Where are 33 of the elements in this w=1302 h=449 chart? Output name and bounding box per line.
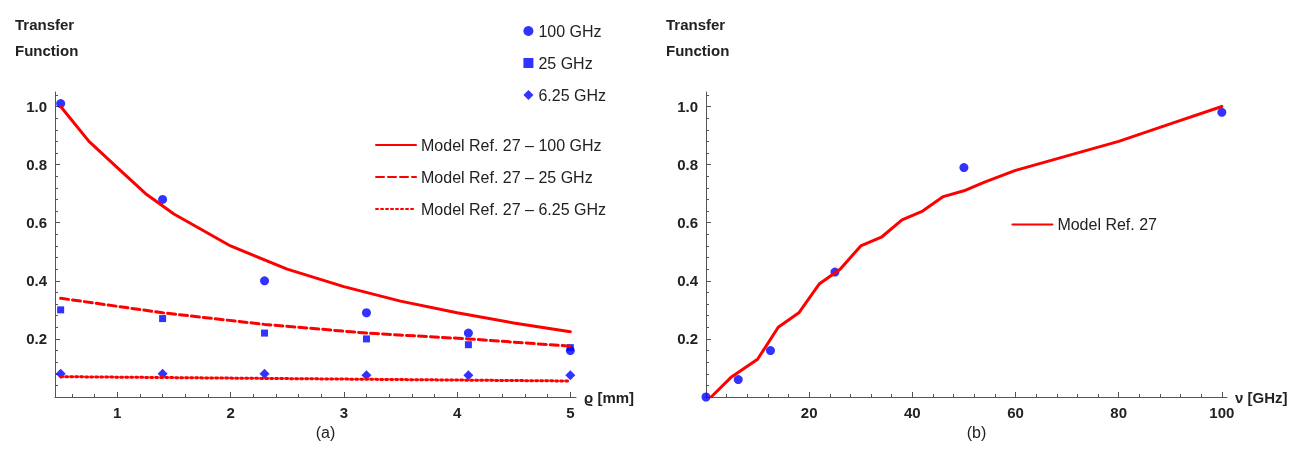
y-tick-label: 0.2 <box>677 330 698 348</box>
text: (a) <box>315 423 336 441</box>
y-tick-label: 0.4 <box>26 272 48 290</box>
y-tick-label: 0.6 <box>677 214 698 232</box>
x-tick-label: 1 <box>113 404 122 421</box>
text: 1.0 <box>26 98 47 116</box>
y-tick-label: 0.6 <box>26 214 47 232</box>
x-tick-label: 80 <box>1110 404 1128 421</box>
x-tick-label: 40 <box>903 404 921 421</box>
y-axis-title: Transfer Function <box>15 15 79 59</box>
y-tick-label: 0.8 <box>677 156 698 174</box>
legend-label: Model Ref. 27 <box>1057 216 1158 233</box>
x-tick-label: 3 <box>339 404 348 421</box>
text: (b) <box>966 423 987 441</box>
x-tick-label: 2 <box>226 404 235 421</box>
x-tick-label: 100 <box>1209 404 1235 421</box>
legend-label: Model Ref. 27 – 100 GHz <box>421 136 602 154</box>
y-axis-title: Transfer Function <box>666 15 730 59</box>
x-tick-label: 20 <box>800 404 818 421</box>
y-tick-label: 0.8 <box>26 156 47 174</box>
x-axis-title: ν [GHz] <box>1235 388 1288 406</box>
x-tick-label: 5 <box>566 404 575 421</box>
x-tick-label: 4 <box>452 404 462 421</box>
x-tick-label: 60 <box>1007 404 1024 421</box>
text: 1.0 <box>677 98 698 116</box>
legend-label: 100 GHz <box>538 22 602 40</box>
y-tick-label: 0.4 <box>677 272 699 290</box>
legend-label: Model Ref. 27 – 25 GHz <box>421 168 593 186</box>
legend-label: 6.25 GHz <box>538 86 607 104</box>
legend-label: Model Ref. 27 – 6.25 GHz <box>421 200 606 218</box>
y-tick-label: 0.2 <box>26 330 47 348</box>
legend-label: 25 GHz <box>538 54 593 72</box>
x-axis-title: ϱ [mm] <box>584 388 635 406</box>
